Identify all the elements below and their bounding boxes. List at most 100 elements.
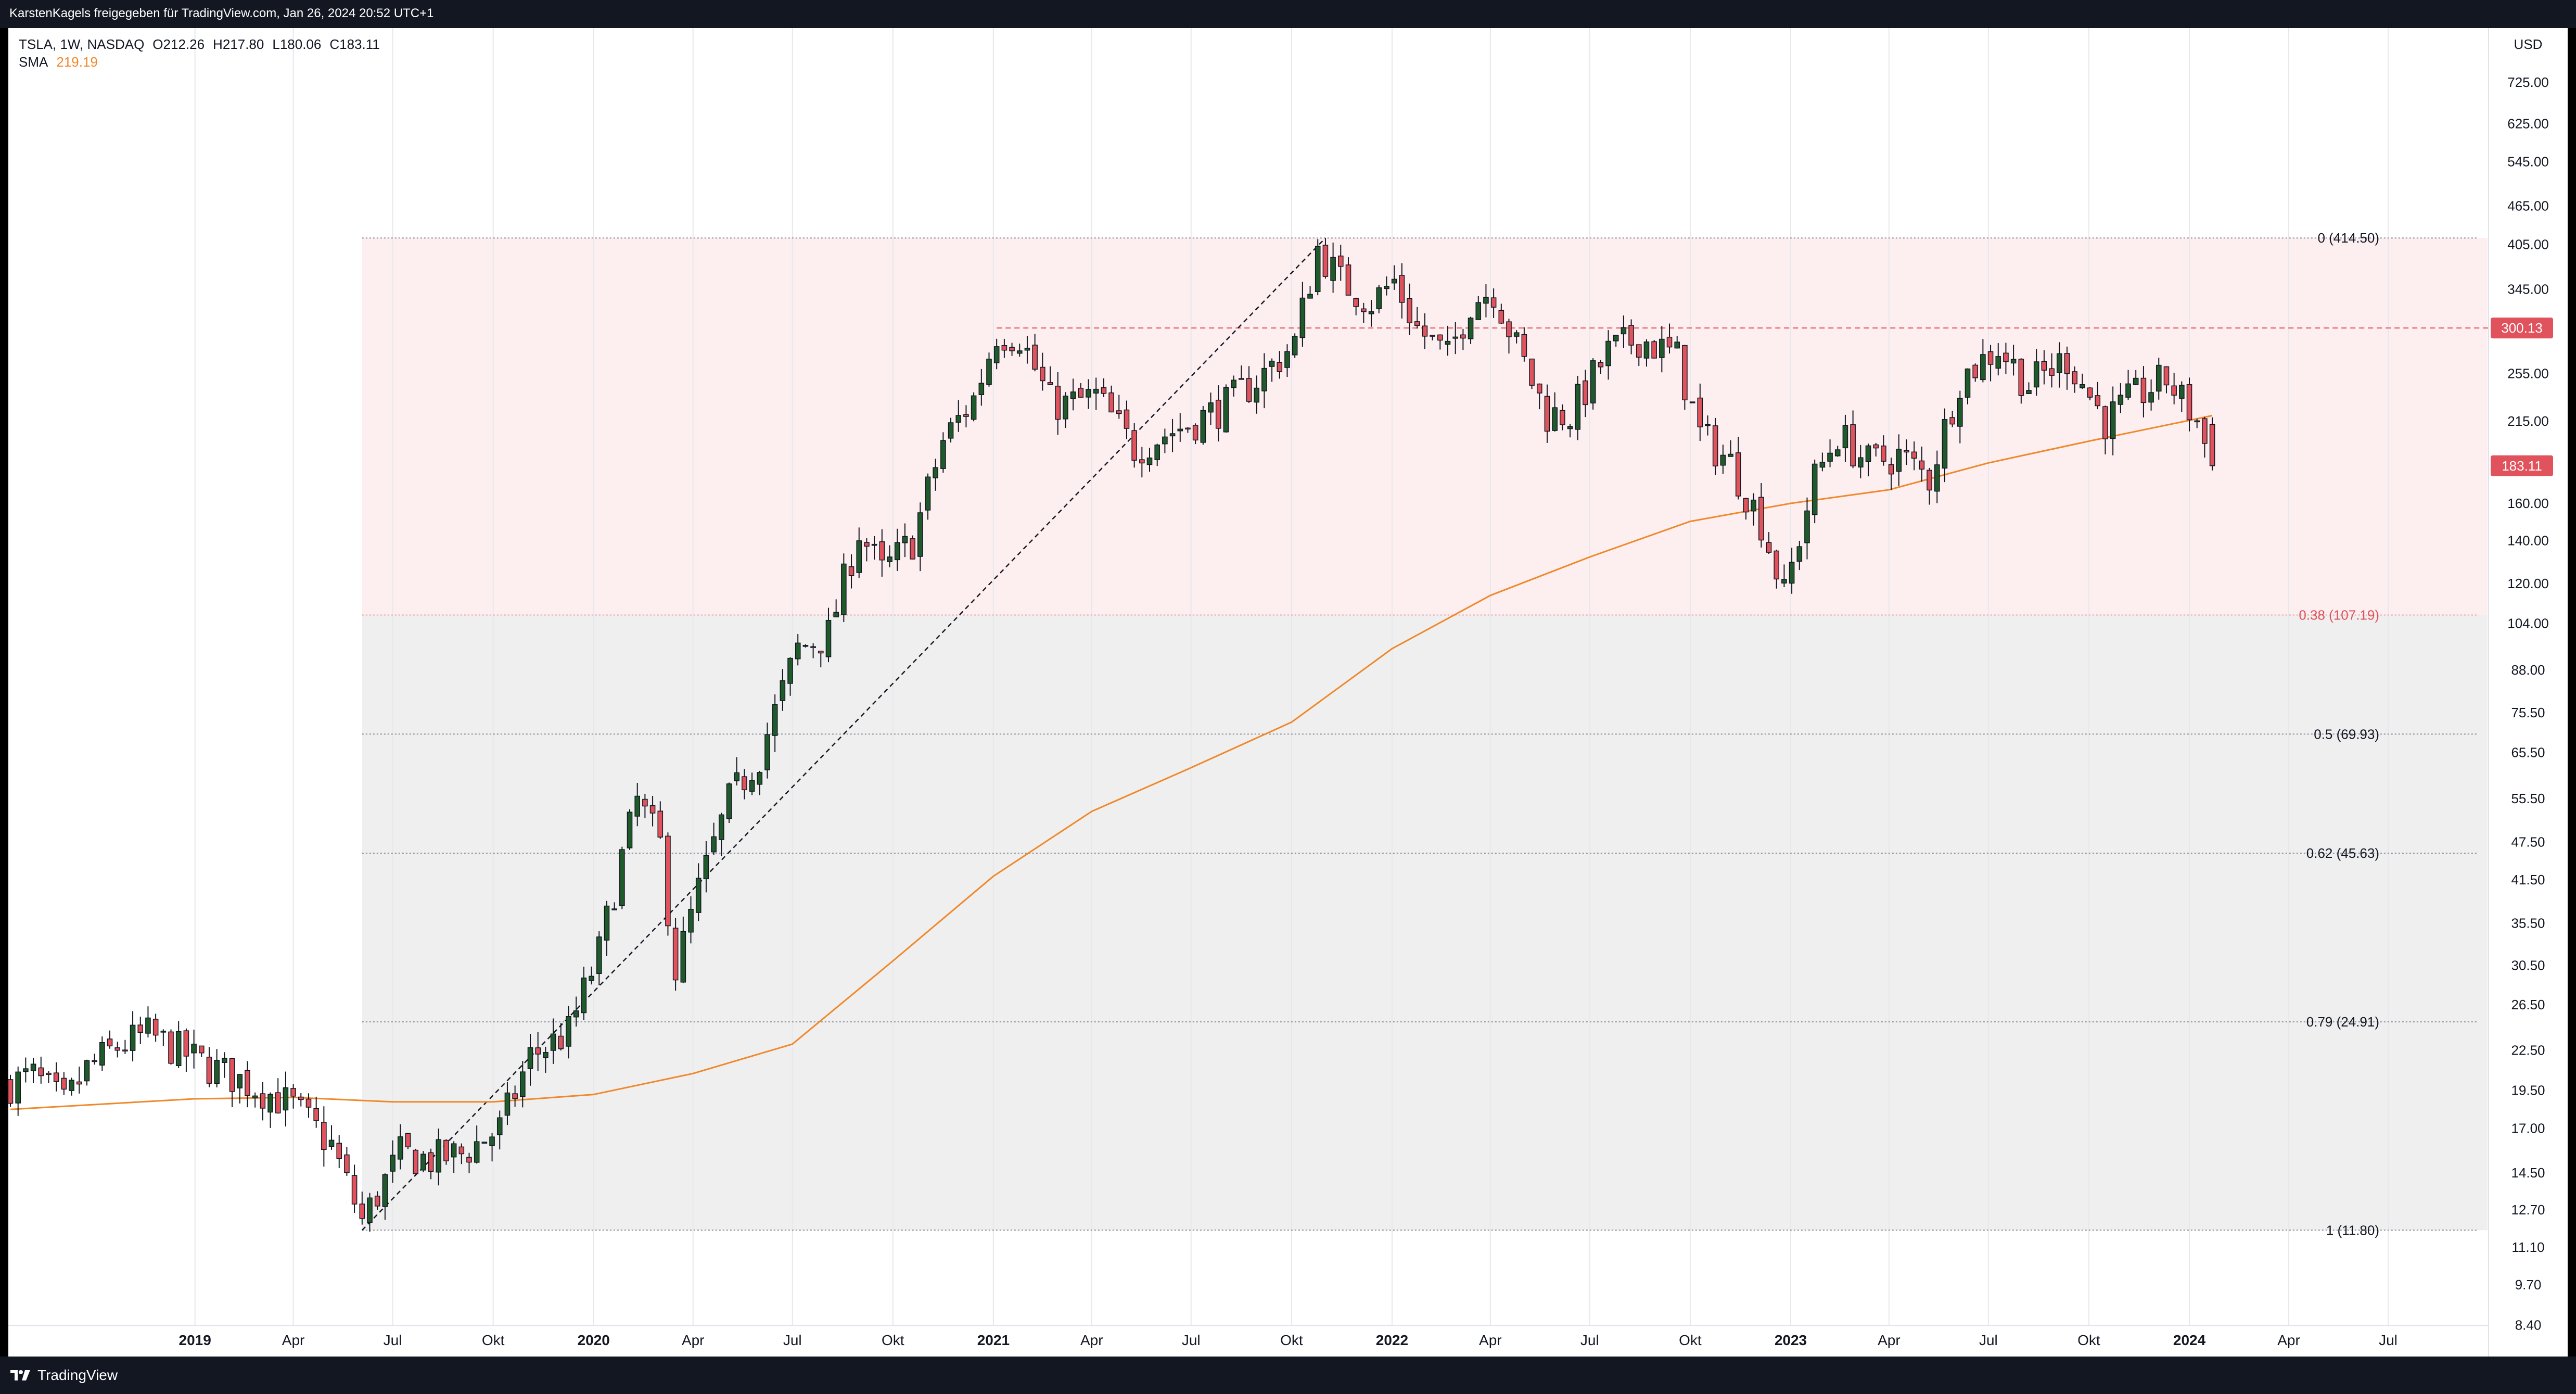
legend-indicator-name[interactable]: SMA bbox=[19, 54, 48, 70]
candle-body bbox=[1315, 246, 1321, 293]
candle-body bbox=[657, 810, 664, 838]
candle-body bbox=[122, 1049, 128, 1051]
candle-body bbox=[1468, 318, 1474, 339]
candle-body bbox=[1124, 409, 1130, 429]
candle-body bbox=[1162, 436, 1168, 445]
legend-indicator-value: 219.19 bbox=[56, 54, 98, 70]
candle-body bbox=[1888, 464, 1894, 475]
candle-body bbox=[1552, 407, 1558, 431]
candle-body bbox=[489, 1136, 495, 1146]
price-label-badge bbox=[2491, 318, 2553, 339]
candle-body bbox=[191, 1044, 197, 1054]
candle-body bbox=[321, 1122, 327, 1150]
legend-symbol[interactable]: TSLA, 1W, NASDAQ bbox=[19, 36, 145, 52]
time-tick-label: Apr bbox=[682, 1332, 705, 1348]
candle-body bbox=[496, 1117, 503, 1135]
time-tick-label: Apr bbox=[1080, 1332, 1103, 1348]
fib-zones bbox=[362, 238, 2488, 1231]
candle-body bbox=[2026, 390, 2032, 395]
candle-body bbox=[1544, 396, 1550, 432]
legend-ohlc-row: TSLA, 1W, NASDAQ O212.26 H217.80 L180.06… bbox=[19, 35, 380, 53]
candle-body bbox=[1223, 387, 1229, 433]
candle-body bbox=[1972, 364, 1978, 378]
candle-body bbox=[1437, 334, 1443, 341]
candle-body bbox=[764, 734, 770, 770]
candle-body bbox=[443, 1139, 449, 1161]
candle-body bbox=[688, 908, 694, 933]
candle-body bbox=[168, 1031, 174, 1064]
candle-body bbox=[1116, 410, 1122, 414]
candle-body bbox=[512, 1093, 518, 1099]
candle-body bbox=[993, 346, 1000, 363]
candle-body bbox=[734, 772, 739, 781]
candle-body bbox=[1231, 379, 1236, 388]
candle-body bbox=[780, 680, 786, 701]
price-tick-label: 14.50 bbox=[2511, 1165, 2545, 1181]
candle-body bbox=[925, 476, 931, 511]
candle-body bbox=[160, 1031, 167, 1033]
candle-body bbox=[275, 1092, 281, 1113]
candle-body bbox=[1185, 427, 1191, 430]
candle-body bbox=[1024, 348, 1030, 351]
candle-body bbox=[910, 538, 915, 560]
price-tick-label: 120.00 bbox=[2507, 576, 2549, 591]
candle-body bbox=[1850, 424, 1856, 466]
candle-body bbox=[1995, 356, 2001, 369]
candle-body bbox=[818, 651, 824, 654]
candle-body bbox=[374, 1195, 380, 1207]
candle-body bbox=[1353, 298, 1359, 307]
candle-body bbox=[1536, 383, 1542, 394]
candle-body bbox=[535, 1047, 541, 1055]
candle-body bbox=[2171, 385, 2177, 396]
candle-body bbox=[351, 1175, 358, 1205]
candle-body bbox=[1345, 264, 1351, 296]
time-tick-label: 2019 bbox=[179, 1332, 211, 1348]
tradingview-brand[interactable]: TradingView bbox=[10, 1367, 118, 1384]
candle-body bbox=[933, 467, 938, 478]
candle-body bbox=[1927, 470, 1932, 491]
time-tick-label: Apr bbox=[1479, 1332, 1502, 1348]
time-tick-label: Okt bbox=[882, 1332, 904, 1348]
price-tick-label: 75.50 bbox=[2511, 705, 2545, 720]
bottom-bar bbox=[0, 1357, 2576, 1394]
candle-body bbox=[718, 814, 724, 840]
candle-body bbox=[1728, 453, 1733, 457]
sma-line-group bbox=[10, 414, 2213, 1110]
candle-body bbox=[2186, 384, 2192, 421]
candle-body bbox=[1873, 444, 1879, 449]
candle-body bbox=[1361, 308, 1367, 312]
candle-body bbox=[2049, 368, 2055, 376]
candle-body bbox=[2110, 401, 2116, 439]
candle-body bbox=[145, 1017, 151, 1034]
price-tick-label: 8.40 bbox=[2515, 1317, 2542, 1333]
candle-body bbox=[634, 795, 640, 817]
candle-body bbox=[1720, 454, 1726, 466]
candle-body bbox=[99, 1042, 105, 1066]
candle-body bbox=[1949, 417, 1955, 425]
candle-body bbox=[619, 849, 625, 906]
time-tick-label: Apr bbox=[282, 1332, 305, 1348]
candle-body bbox=[848, 566, 855, 576]
candle-body bbox=[2033, 361, 2039, 388]
candle-body bbox=[1192, 425, 1198, 441]
candle-body bbox=[260, 1093, 266, 1109]
fib-levels: 0 (414.50) 0.38 (107.19) 0.5 (69.93) 0.62 (… bbox=[362, 230, 2489, 1238]
candle-body bbox=[1628, 325, 1634, 346]
candle-body bbox=[1705, 424, 1711, 426]
candle-body bbox=[1208, 402, 1214, 413]
candle-body bbox=[2194, 420, 2200, 423]
candle-body bbox=[772, 704, 778, 736]
candle-body bbox=[1032, 345, 1038, 370]
candle-body bbox=[313, 1108, 319, 1121]
candle-body bbox=[1307, 294, 1313, 299]
price-label-text: 300.13 bbox=[2501, 320, 2543, 336]
candle-body bbox=[1269, 360, 1275, 367]
candle-body bbox=[1682, 345, 1688, 400]
candle-body bbox=[1666, 336, 1673, 348]
candle-body bbox=[917, 512, 923, 557]
candle-body bbox=[290, 1088, 296, 1097]
candle-body bbox=[390, 1155, 396, 1172]
price-tick-label: 17.00 bbox=[2511, 1121, 2545, 1136]
candle-body bbox=[1177, 428, 1183, 432]
